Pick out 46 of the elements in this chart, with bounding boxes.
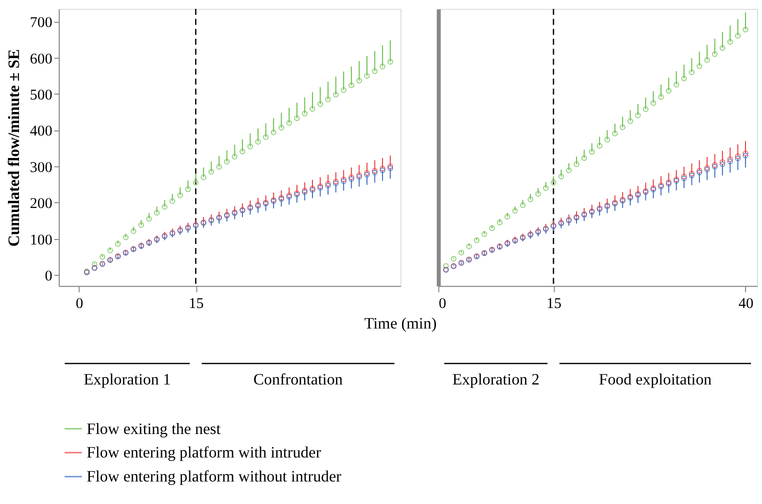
point [138, 222, 144, 228]
point [130, 228, 136, 234]
point [482, 231, 488, 237]
point [450, 256, 456, 262]
point [107, 248, 113, 254]
y-tick-label: 200 [30, 196, 52, 212]
point [528, 196, 534, 202]
point [520, 202, 526, 208]
point [100, 254, 106, 260]
text: Confrontation [253, 371, 343, 388]
legend-label: Flow entering platform without intruder [86, 468, 342, 486]
point [443, 263, 449, 269]
x-axis-title: Time (min) [364, 316, 437, 333]
y-tick-label: 700 [30, 15, 52, 32]
point [474, 237, 480, 244]
point [154, 210, 160, 216]
x-tick-label: 0 [76, 296, 84, 312]
legend-label: Flow exiting the nest [86, 420, 222, 438]
point [535, 191, 541, 197]
point [550, 180, 556, 186]
x-tick-label: 40 [738, 296, 754, 312]
point [115, 241, 121, 247]
y-tick-label: 500 [30, 87, 52, 104]
point [496, 220, 503, 226]
point [458, 250, 464, 256]
legend-label: Flow entering platform with intruder [86, 444, 322, 462]
y-tick-label: 600 [30, 51, 52, 68]
y-axis-title: Cumulated flow/minute ± SE [6, 49, 23, 247]
point [504, 214, 510, 220]
point [122, 234, 129, 240]
point [489, 225, 495, 232]
point [146, 216, 152, 222]
text: Exploration 2 [452, 371, 540, 388]
text: Food exploitation [598, 371, 712, 388]
point [542, 185, 549, 191]
point [92, 261, 98, 267]
text: Exploration 1 [84, 371, 171, 388]
x-tick-label: 15 [188, 296, 204, 312]
point [466, 244, 472, 250]
x-tick-label: 0 [438, 296, 446, 312]
y-tick-label: 0 [44, 268, 52, 284]
point [512, 208, 518, 214]
y-tick-label: 300 [30, 160, 52, 176]
x-tick-label: 15 [546, 296, 562, 312]
y-tick-label: 400 [30, 124, 52, 140]
y-tick-label: 100 [30, 232, 52, 248]
